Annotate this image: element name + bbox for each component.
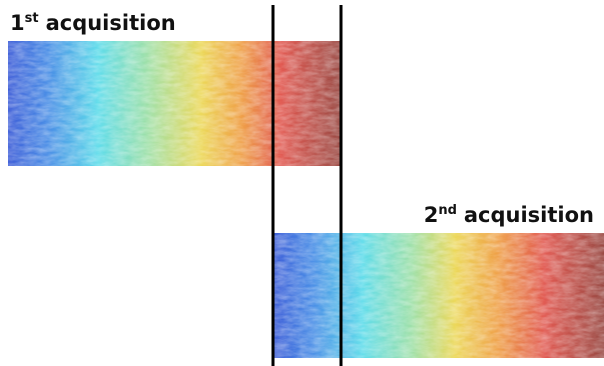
- page: 1stacquisition 2ndacquisition (() => { c…: [0, 0, 604, 366]
- first-acquisition-texture: [8, 41, 341, 166]
- first-acquisition-label: 1st acquisition: [10, 11, 176, 35]
- diagram: 1st acquisition 2nd acquisition: [0, 0, 604, 366]
- second-acquisition-label: 2nd acquisition: [424, 203, 594, 227]
- label-suffix: nd: [438, 203, 457, 218]
- label-number: 2: [424, 203, 439, 227]
- second-acquisition-texture: [273, 233, 604, 358]
- label-suffix: st: [25, 11, 39, 26]
- label-text: acquisition: [46, 11, 176, 35]
- label-number: 1: [10, 11, 25, 35]
- label-text: acquisition: [464, 203, 594, 227]
